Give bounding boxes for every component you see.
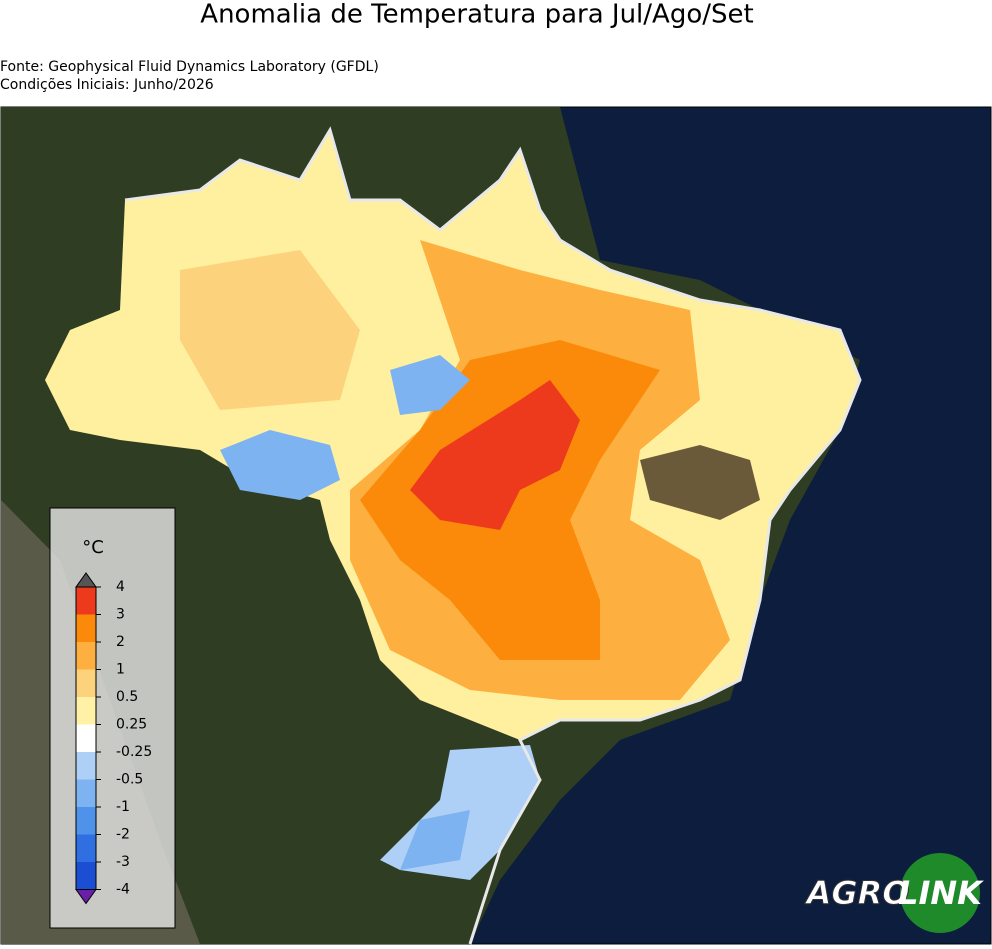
cold-patch	[390, 355, 470, 415]
colorbar-tick-label: 0.25	[116, 717, 147, 733]
colorbar-tick-label: -0.5	[116, 772, 143, 788]
colorbar: °C 4 3 2 1 0.5 0.25 -0.25 -0.5 -1 -2 -3 -4	[49, 507, 176, 929]
colorbar-tick-label: 2	[116, 634, 125, 650]
colorbar-tick-label: -0.25	[116, 744, 152, 760]
colorbar-panel	[49, 507, 176, 929]
masked-area	[640, 445, 760, 520]
colorbar-bin	[76, 862, 96, 890]
logo-circle	[900, 853, 980, 933]
logo-text: LINK	[898, 874, 984, 912]
colorbar-tick-label: -3	[116, 854, 130, 870]
colorbar-bin	[76, 614, 96, 642]
anomaly-mild	[180, 250, 360, 410]
border	[124, 126, 862, 945]
colorbar-bin	[76, 697, 96, 725]
colorbar-tick-label: 3	[116, 607, 125, 623]
colorbar-tick-label: -2	[116, 827, 130, 843]
map-title: Anomalia de Temperatura para Jul/Ago/Set	[200, 0, 753, 30]
colorbar-tick-label: 1	[116, 662, 125, 678]
cold-patch	[220, 430, 340, 500]
cold-patch	[400, 810, 470, 870]
colorbar-bin	[76, 752, 96, 780]
logo-text: AGRO	[804, 874, 910, 912]
colorbar-bin	[76, 587, 96, 615]
colorbar-frame	[75, 586, 97, 890]
colorbar-tick-label: 0.5	[116, 689, 138, 705]
colorbar-bin	[76, 669, 96, 697]
anomaly-very-strong	[410, 380, 580, 530]
colorbar-tick-label: 4	[116, 579, 125, 595]
logo: AGRO LINK	[803, 853, 984, 933]
colorbar-bin	[76, 642, 96, 670]
map: AGRO LINK	[0, 106, 992, 945]
colorbar-tick-label: -1	[116, 799, 130, 815]
colorbar-bin	[76, 724, 96, 752]
colorbar-bin	[76, 779, 96, 807]
colorbar-tick-label: -4	[116, 882, 130, 898]
colorbar-bin	[76, 834, 96, 862]
colorbar-unit: °C	[82, 537, 104, 558]
colorbar-bin	[76, 807, 96, 835]
conditions-line: Condições Iniciais: Junho/2026	[0, 77, 214, 93]
source-line: Fonte: Geophysical Fluid Dynamics Labora…	[0, 59, 379, 75]
